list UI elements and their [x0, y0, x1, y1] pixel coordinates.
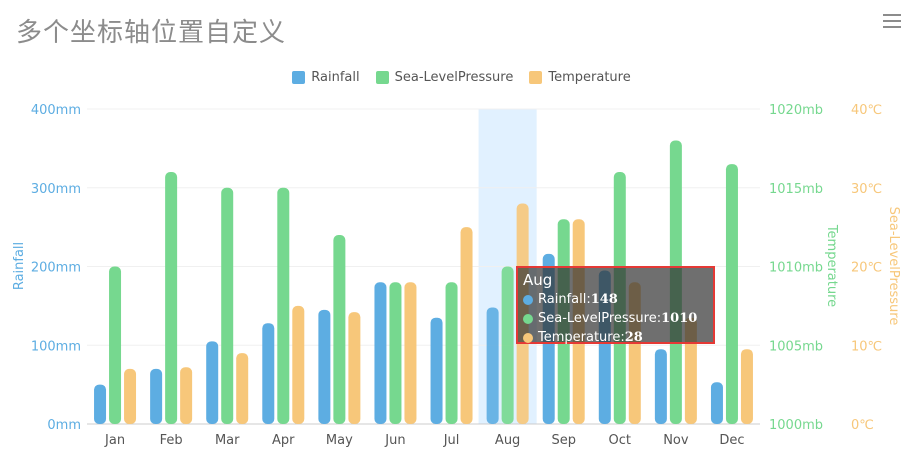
bar-pressure-aug — [501, 266, 514, 424]
right-axis-tick: 1020mb — [769, 103, 823, 118]
bar-temperature-apr — [292, 305, 305, 424]
bar-rainfall-feb — [150, 368, 163, 424]
bar-rainfall-apr — [262, 323, 275, 424]
x-axis-tick-nov: Nov — [663, 433, 689, 448]
right-axis-tick: 1015mb — [769, 182, 823, 197]
legend-item-pressure[interactable]: Sea-LevelPressure — [375, 70, 514, 85]
bar-rainfall-jun — [374, 282, 387, 424]
bar-temperature-jun — [404, 282, 417, 424]
hamburger-menu-icon[interactable] — [883, 14, 901, 28]
left-axis-tick: 0mm — [47, 418, 81, 433]
farright-axis-tick: 20℃ — [851, 261, 882, 276]
bar-temperature-feb — [180, 367, 193, 424]
legend-label-rainfall: Rainfall — [311, 70, 360, 85]
x-axis-tick-aug: Aug — [495, 433, 520, 448]
tooltip-label-temperature: Temperature: — [538, 330, 625, 345]
x-axis-tick-jun: Jun — [384, 433, 405, 448]
tooltip-dot-rainfall — [523, 294, 533, 305]
x-axis-tick-jul: Jul — [443, 433, 460, 448]
tooltip-row-pressure: Sea-LevelPressure: 1010 — [523, 309, 713, 328]
left-axis-tick: 100mm — [31, 339, 81, 354]
right-axis-tick: 1005mb — [769, 339, 823, 354]
bar-rainfall-jul — [430, 317, 443, 424]
legend-swatch-pressure — [375, 71, 389, 84]
bar-temperature-mar — [236, 353, 249, 424]
farright-axis-tick: 40℃ — [851, 103, 882, 118]
legend-item-temperature[interactable]: Temperature — [529, 70, 631, 85]
bar-pressure-jun — [389, 282, 402, 424]
tooltip-dot-temperature — [523, 332, 533, 343]
left-axis-tick: 400mm — [31, 103, 81, 118]
bar-rainfall-mar — [206, 341, 219, 424]
farright-axis-title: Sea-LevelPressure — [886, 207, 901, 326]
tooltip-value-pressure: 1010 — [661, 311, 698, 326]
tooltip-label-rainfall: Rainfall: — [538, 292, 591, 307]
bar-temperature-nov — [684, 317, 697, 424]
bar-temperature-jul — [460, 227, 473, 424]
x-axis-tick-feb: Feb — [160, 433, 183, 448]
x-axis-tick-oct: Oct — [609, 433, 631, 448]
legend-swatch-rainfall — [292, 71, 306, 84]
bar-pressure-mar — [221, 187, 234, 424]
farright-axis-tick: 10℃ — [851, 339, 882, 354]
legend-label-temperature: Temperature — [548, 70, 631, 85]
right-axis-title: Temperature — [824, 224, 839, 307]
right-axis-tick: 1010mb — [769, 261, 823, 276]
legend-swatch-temperature — [529, 71, 543, 84]
bar-pressure-may — [333, 235, 346, 424]
bar-pressure-jul — [445, 282, 458, 424]
tooltip-label-pressure: Sea-LevelPressure: — [538, 311, 662, 326]
bar-pressure-jan — [109, 266, 122, 424]
bar-rainfall-aug — [486, 307, 499, 424]
x-axis-tick-mar: Mar — [215, 433, 240, 448]
x-axis-tick-dec: Dec — [719, 433, 744, 448]
legend-item-rainfall[interactable]: Rainfall — [292, 70, 360, 85]
left-axis-tick: 300mm — [31, 182, 81, 197]
farright-axis-tick: 30℃ — [851, 182, 882, 197]
bar-temperature-may — [348, 312, 361, 424]
bar-rainfall-jan — [94, 384, 107, 424]
x-axis-tick-jan: Jan — [104, 433, 125, 448]
x-axis-tick-apr: Apr — [272, 433, 295, 448]
tooltip-title: Aug — [523, 271, 553, 289]
bar-pressure-apr — [277, 187, 290, 424]
farright-axis-tick: 0℃ — [851, 418, 874, 433]
chart-tooltip: Aug Rainfall: 148 Sea-LevelPressure: 101… — [516, 266, 715, 347]
right-axis-tick: 1000mb — [769, 418, 823, 433]
bar-temperature-jan — [124, 368, 137, 424]
tooltip-value-rainfall: 148 — [590, 292, 618, 307]
tooltip-row-rainfall: Rainfall: 148 — [523, 290, 713, 309]
x-axis-tick-may: May — [326, 433, 353, 448]
left-axis-title: Rainfall — [12, 242, 27, 290]
legend-label-pressure: Sea-LevelPressure — [394, 70, 514, 85]
x-axis-tick-sep: Sep — [551, 433, 576, 448]
chart-legend: Rainfall Sea-LevelPressure Temperature — [0, 70, 923, 85]
bar-pressure-feb — [165, 172, 178, 424]
tooltip-row-temperature: Temperature: 28 — [523, 328, 713, 347]
bar-temperature-dec — [740, 349, 753, 424]
tooltip-value-temperature: 28 — [624, 330, 643, 345]
bar-rainfall-may — [318, 309, 331, 424]
bar-rainfall-dec — [710, 382, 723, 424]
bar-pressure-dec — [725, 164, 738, 424]
chart-title: 多个坐标轴位置自定义 — [16, 18, 287, 48]
left-axis-tick: 200mm — [31, 261, 81, 276]
bar-rainfall-nov — [654, 349, 667, 424]
tooltip-dot-pressure — [523, 313, 533, 324]
